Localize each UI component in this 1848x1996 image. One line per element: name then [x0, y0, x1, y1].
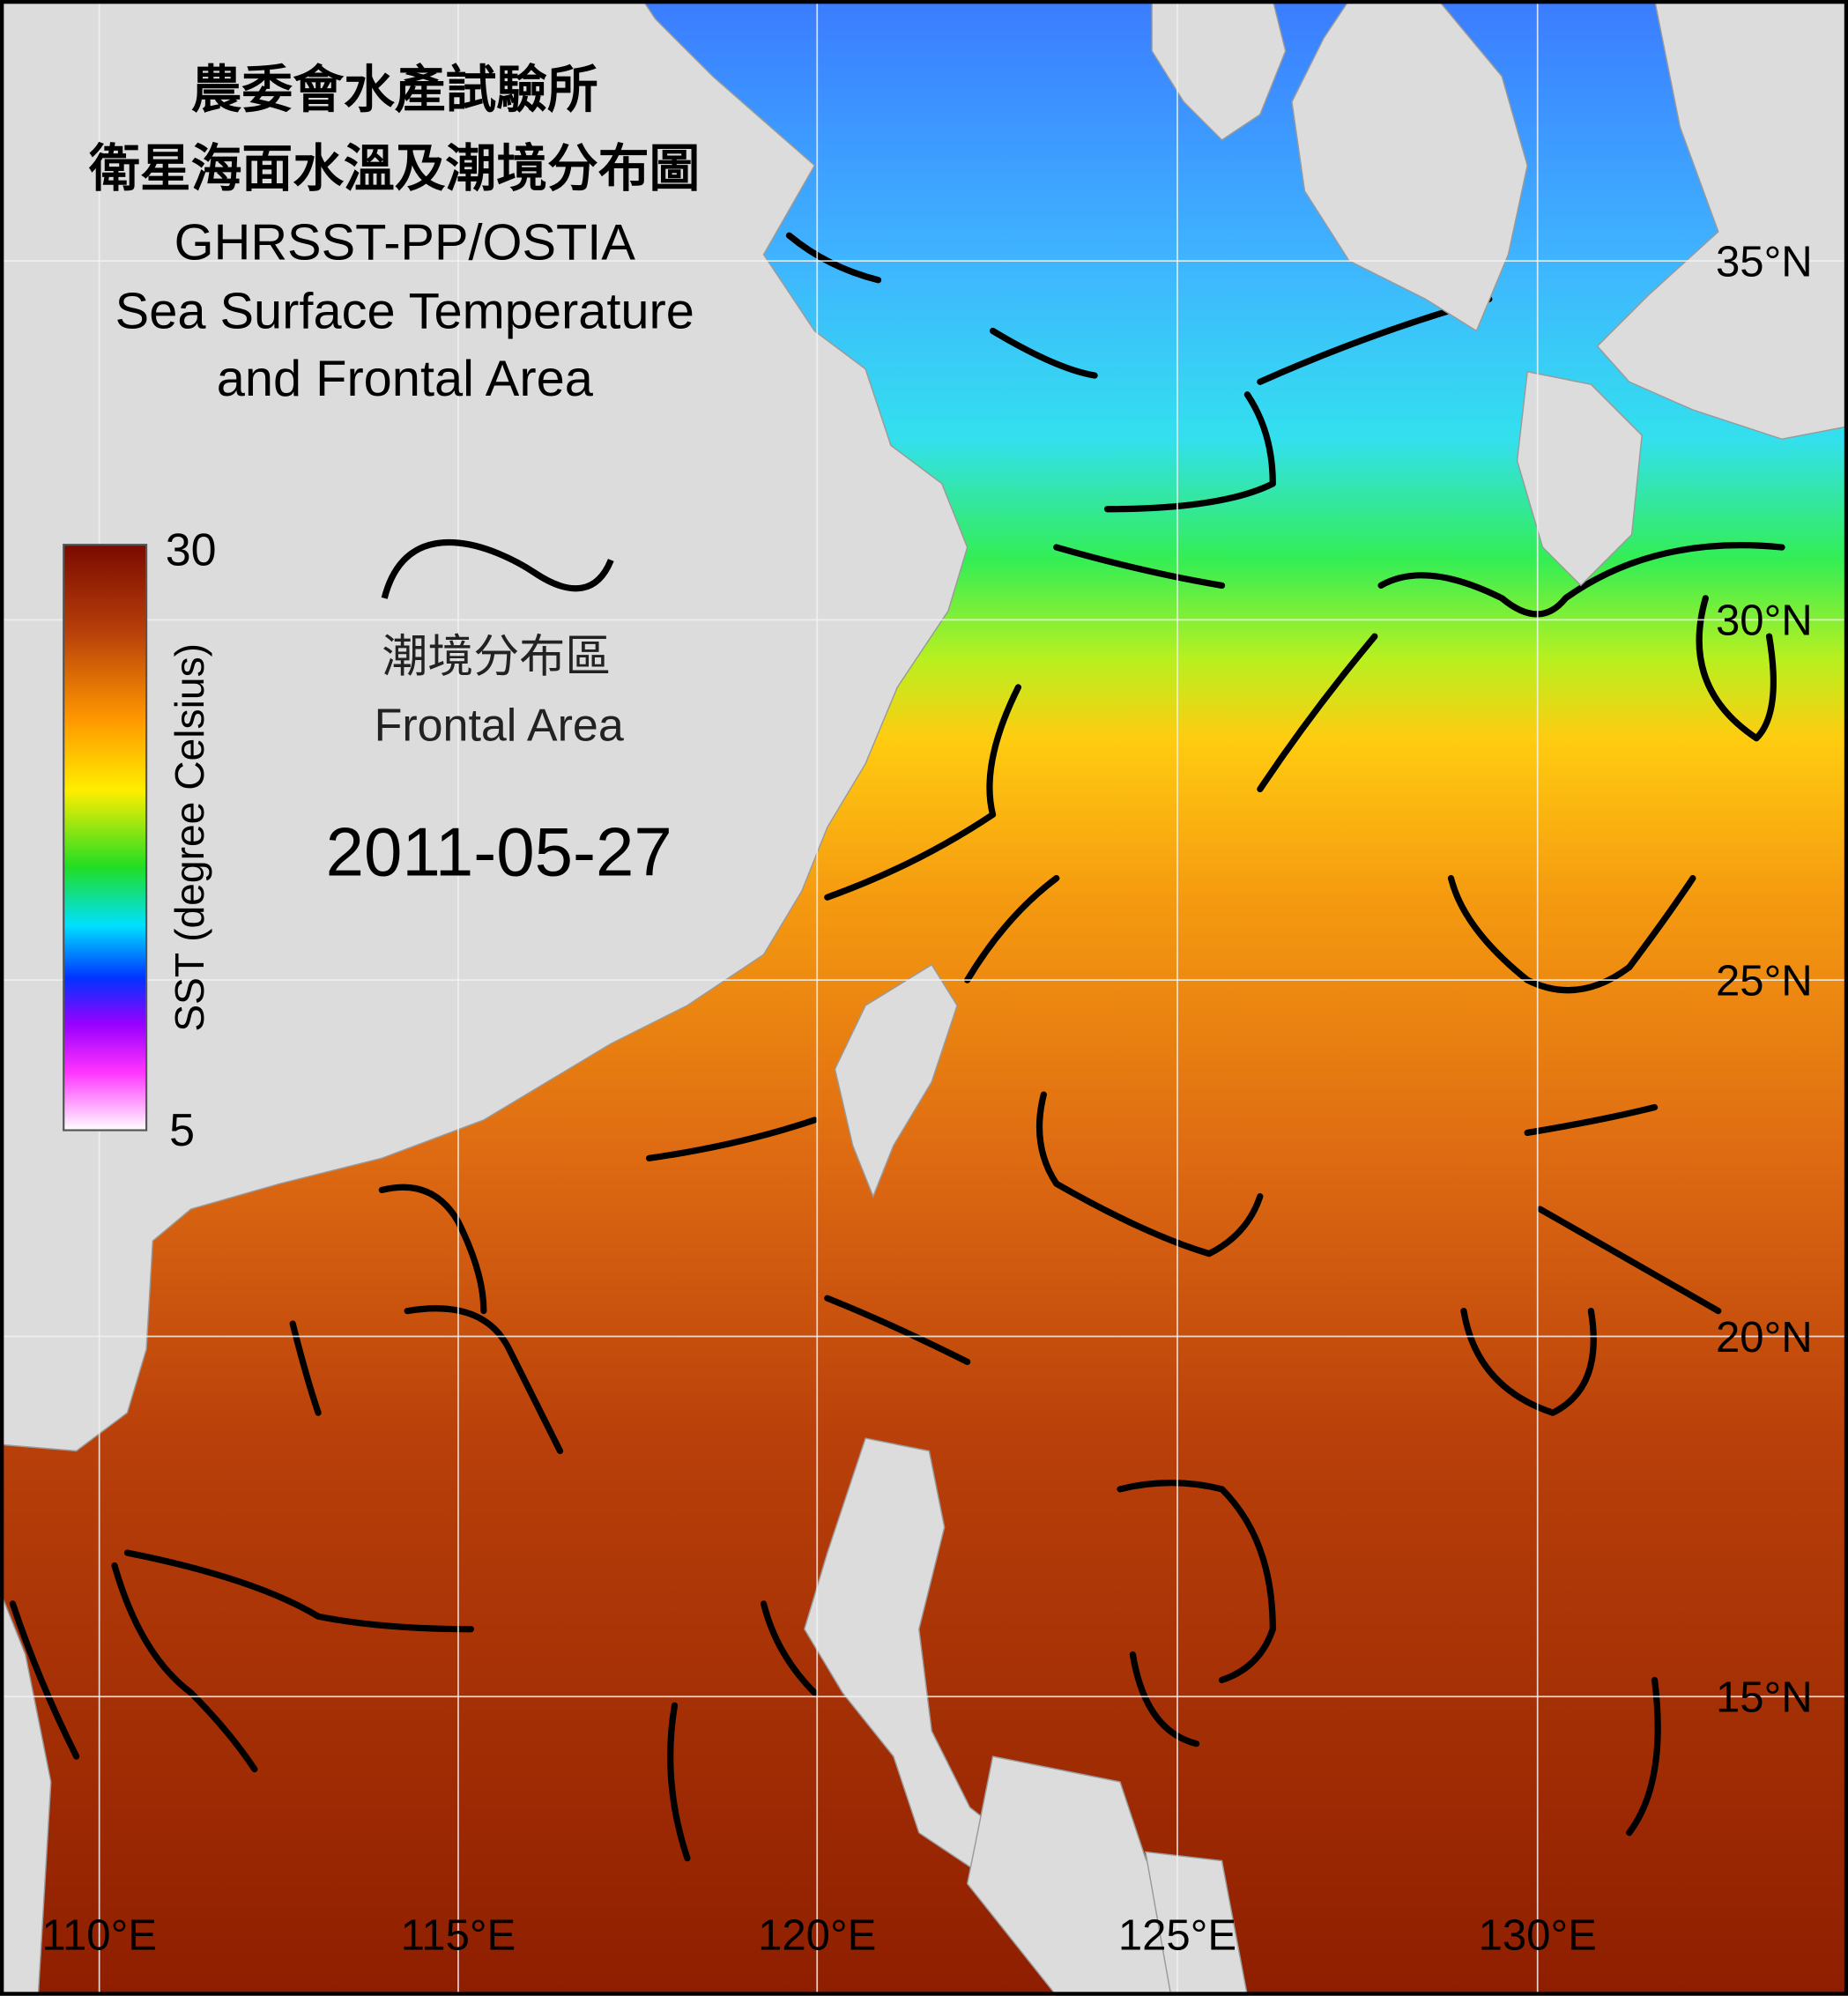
lon-label: 125°E — [1118, 1912, 1236, 1960]
taiwan — [834, 963, 958, 1198]
front — [667, 1702, 691, 1862]
legend-front-sample — [381, 538, 614, 599]
front — [1117, 1480, 1276, 1684]
date: 2011-05-27 — [326, 813, 672, 891]
front — [1377, 542, 1785, 618]
mainland — [0, 0, 969, 1452]
front — [1447, 874, 1696, 994]
lon-label: 130°E — [1479, 1912, 1597, 1960]
colorbar-label: SST (degree Celsius) — [167, 643, 212, 1032]
front — [1257, 633, 1378, 793]
front — [1460, 1308, 1597, 1416]
front — [289, 1320, 322, 1416]
legend-label-zh: 潮境分布區 — [382, 632, 611, 683]
front — [1696, 595, 1777, 742]
front — [824, 684, 1022, 901]
lon-label: 115°E — [401, 1912, 516, 1960]
front — [645, 1117, 818, 1161]
front — [989, 327, 1098, 379]
lat-label: 35°N — [1716, 238, 1813, 286]
title-line: GHRSST-PP/OSTIA — [174, 215, 636, 271]
colorbar-max: 30 — [166, 524, 217, 575]
front — [964, 874, 1060, 983]
front — [1524, 1103, 1659, 1137]
legend: 潮境分布區 Frontal Area — [375, 538, 624, 752]
korea — [1291, 0, 1528, 332]
title-line: 衛星海面水溫及潮境分布圖 — [88, 141, 700, 197]
front — [9, 1600, 80, 1760]
front — [760, 1600, 818, 1696]
front — [1053, 544, 1226, 589]
front — [1536, 1206, 1722, 1315]
colorbar-min: 5 — [169, 1105, 195, 1156]
front — [1103, 391, 1276, 513]
latitude-labels: 35°N 30°N 25°N 20°N 15°N — [1716, 238, 1813, 1721]
lat-label: 25°N — [1716, 957, 1813, 1005]
front — [785, 232, 882, 284]
colorbar: 30 5 SST (degree Celsius) — [63, 524, 217, 1156]
front — [123, 1549, 475, 1633]
shandong — [1151, 0, 1287, 141]
front — [1129, 1651, 1200, 1747]
lat-label: 30°N — [1716, 597, 1813, 645]
title-line: and Frontal Area — [217, 351, 594, 407]
lat-label: 20°N — [1716, 1314, 1813, 1362]
front — [1626, 1676, 1661, 1836]
indochina — [0, 1591, 52, 1996]
legend-label-en: Frontal Area — [375, 701, 624, 752]
lon-label: 110°E — [41, 1912, 157, 1960]
front — [1035, 1091, 1264, 1258]
title-block: 農委會水產試驗所 衛星海面水溫及潮境分布圖 GHRSST-PP/OSTIA Se… — [88, 62, 700, 407]
longitude-labels: 110°E 115°E 120°E 125°E 130°E — [41, 1912, 1597, 1960]
front — [404, 1305, 564, 1455]
kyushu — [1516, 370, 1643, 587]
lat-label: 15°N — [1716, 1674, 1813, 1722]
title-line: 農委會水產試驗所 — [191, 62, 598, 118]
front — [111, 1562, 258, 1773]
front — [824, 1295, 971, 1366]
japan — [1596, 0, 1848, 441]
colorbar-ramp — [63, 544, 148, 1132]
title-line: Sea Surface Temperature — [115, 284, 694, 340]
lon-label: 120°E — [758, 1912, 876, 1960]
